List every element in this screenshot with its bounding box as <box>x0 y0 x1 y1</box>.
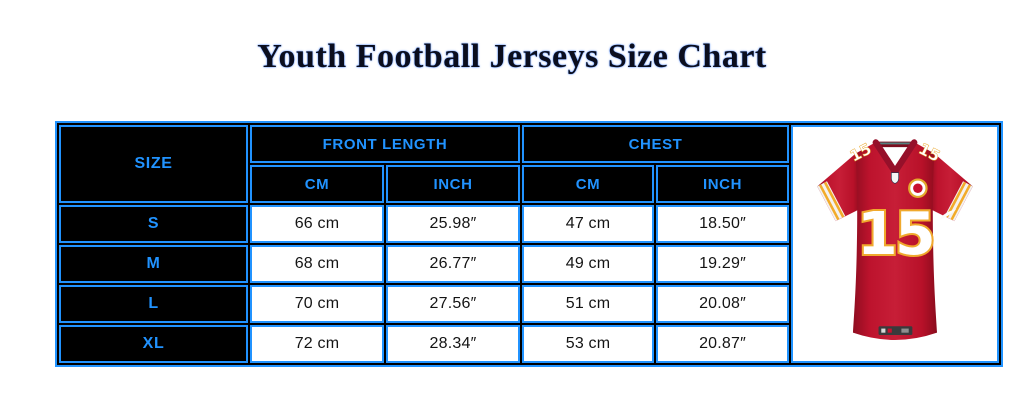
chest-inch-cell: 20.08″ <box>656 285 790 323</box>
front-cm-cell: 72 cm <box>250 325 384 363</box>
size-cell: M <box>59 245 248 283</box>
col-header-front-inch: INCH <box>386 165 521 203</box>
chest-cm-cell: 51 cm <box>522 285 655 323</box>
col-header-chest-inch: INCH <box>656 165 790 203</box>
col-header-front-cm: CM <box>250 165 384 203</box>
jersey-number-front: 15 15 <box>855 198 938 270</box>
nike-swoosh-icon <box>940 209 957 220</box>
jersey-photo-cell: 15 15 15 15 <box>791 125 1000 363</box>
table-row-l: L 70 cm 27.56″ 51 cm 20.08″ <box>59 285 999 323</box>
table-row-xl: XL 72 cm 28.34″ 53 cm 20.87″ <box>59 325 999 363</box>
size-chart-table: SIZE FRONT LENGTH CHEST <box>55 121 1004 367</box>
front-inch-cell: 27.56″ <box>386 285 521 323</box>
size-cell: XL <box>59 325 248 363</box>
chest-inch-cell: 18.50″ <box>656 205 790 243</box>
table-row-s: S 66 cm 25.98″ 47 cm 18.50″ <box>59 205 999 243</box>
jersey-graphic: 15 15 15 15 <box>817 139 973 340</box>
page-title: Youth Football Jerseys Size Chart <box>257 38 767 75</box>
jersey-left-sleeve <box>817 153 862 222</box>
svg-text:15: 15 <box>857 200 933 268</box>
front-cm-cell: 66 cm <box>250 205 384 243</box>
svg-text:15: 15 <box>857 200 933 268</box>
col-header-chest-cm: CM <box>522 165 655 203</box>
col-header-front-length: FRONT LENGTH <box>250 125 521 163</box>
front-inch-cell: 25.98″ <box>386 205 521 243</box>
header-row-groups: SIZE FRONT LENGTH CHEST <box>59 125 1000 363</box>
col-header-chest: CHEST <box>522 125 790 163</box>
jersey-inner-collar <box>876 141 914 148</box>
jersey-collar <box>872 139 918 178</box>
jock-tag <box>878 326 913 335</box>
front-cm-cell: 70 cm <box>250 285 384 323</box>
col-header-size: SIZE <box>59 125 248 203</box>
chest-inch-cell: 20.87″ <box>656 325 790 363</box>
size-chart-container: SIZE FRONT LENGTH CHEST <box>55 121 1024 367</box>
header-row-units: CM INCH CM INCH <box>59 165 999 203</box>
size-cell: L <box>59 285 248 323</box>
jersey-image: 15 15 15 15 <box>795 129 995 359</box>
front-inch-cell: 26.77″ <box>386 245 521 283</box>
chest-cm-cell: 49 cm <box>522 245 655 283</box>
chest-inch-cell: 19.29″ <box>656 245 790 283</box>
size-cell: S <box>59 205 248 243</box>
front-cm-cell: 68 cm <box>250 245 384 283</box>
front-inch-cell: 28.34″ <box>386 325 521 363</box>
chest-cm-cell: 53 cm <box>522 325 655 363</box>
team-patch-icon <box>908 178 928 199</box>
nfl-shield-icon <box>891 172 899 184</box>
table-row-m: M 68 cm 26.77″ 49 cm 19.29″ <box>59 245 999 283</box>
chest-cm-cell: 47 cm <box>522 205 655 243</box>
